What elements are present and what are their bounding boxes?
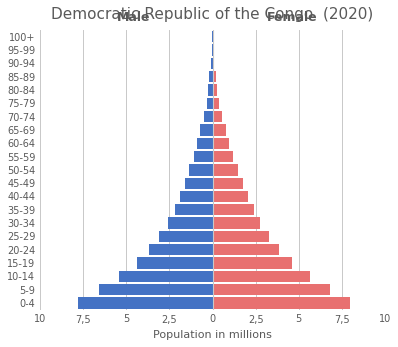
Bar bbox=[213, 231, 269, 242]
Bar bbox=[189, 164, 213, 176]
Bar bbox=[213, 257, 292, 269]
Bar bbox=[213, 178, 243, 189]
Bar bbox=[213, 271, 310, 282]
Bar bbox=[213, 191, 248, 202]
Text: Female: Female bbox=[267, 11, 317, 25]
Bar bbox=[211, 58, 213, 69]
Bar bbox=[197, 137, 213, 149]
Bar bbox=[213, 204, 254, 215]
Bar bbox=[213, 84, 217, 96]
Bar bbox=[204, 111, 213, 122]
Text: Male: Male bbox=[117, 11, 150, 25]
Bar bbox=[213, 151, 233, 162]
Bar bbox=[159, 231, 213, 242]
Bar bbox=[99, 284, 213, 295]
Bar bbox=[185, 178, 213, 189]
Bar bbox=[213, 124, 226, 136]
Bar bbox=[211, 44, 213, 56]
Bar bbox=[208, 84, 213, 96]
Bar bbox=[193, 151, 213, 162]
Bar bbox=[212, 31, 213, 42]
Bar bbox=[213, 71, 216, 82]
Bar bbox=[149, 244, 213, 255]
Bar bbox=[213, 218, 260, 229]
Bar bbox=[180, 191, 213, 202]
Bar bbox=[201, 124, 213, 136]
Bar bbox=[137, 257, 213, 269]
Bar bbox=[213, 244, 279, 255]
Bar bbox=[213, 44, 214, 56]
Bar bbox=[213, 58, 215, 69]
Bar bbox=[209, 71, 213, 82]
Bar bbox=[213, 111, 222, 122]
Bar bbox=[213, 98, 219, 109]
Bar bbox=[213, 137, 230, 149]
Bar bbox=[175, 204, 213, 215]
Bar bbox=[78, 297, 213, 308]
Bar bbox=[207, 98, 213, 109]
X-axis label: Population in millions: Population in millions bbox=[153, 330, 272, 340]
Bar bbox=[168, 218, 213, 229]
Title: Democratic Republic of the Congo  (2020): Democratic Republic of the Congo (2020) bbox=[51, 7, 374, 22]
Bar bbox=[213, 284, 330, 295]
Bar bbox=[119, 271, 213, 282]
Bar bbox=[213, 297, 351, 308]
Bar bbox=[213, 164, 238, 176]
